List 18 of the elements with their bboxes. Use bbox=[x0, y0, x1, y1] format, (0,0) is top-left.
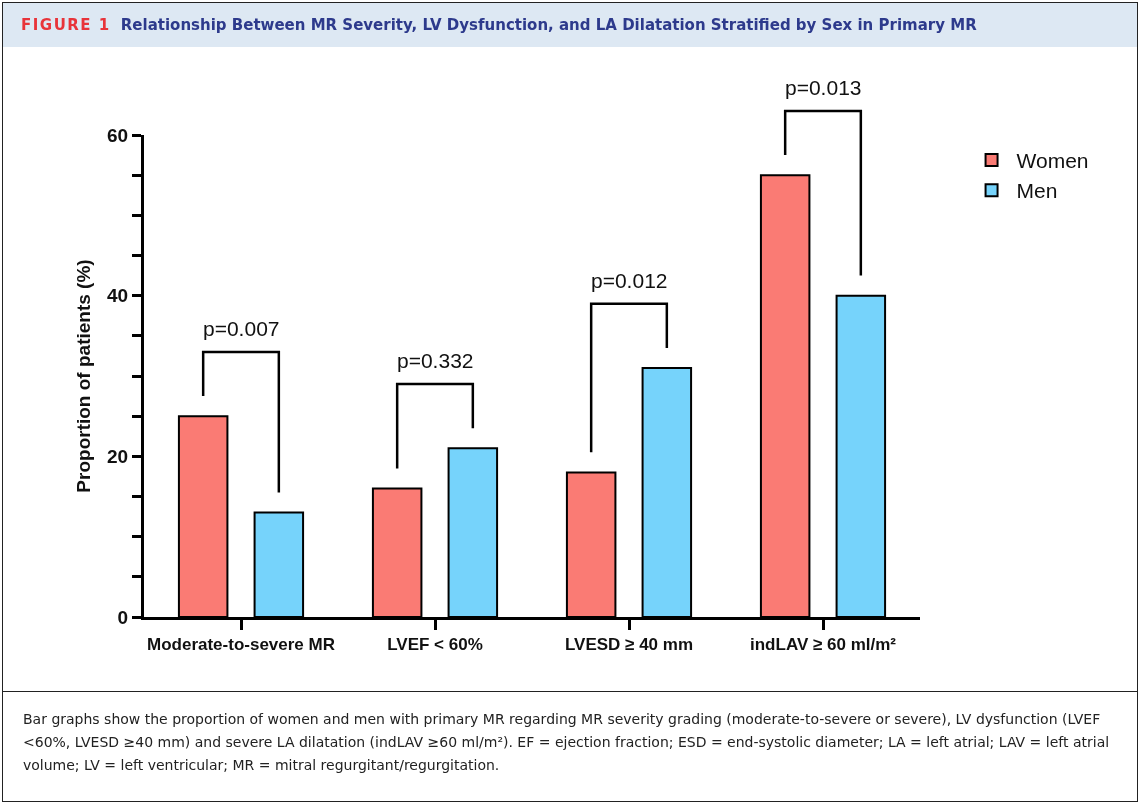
y-tick-label: 40 bbox=[107, 285, 129, 307]
y-axis-title: Proportion of patients (%) bbox=[72, 259, 94, 493]
annotation: p=0.012 bbox=[591, 269, 668, 292]
legend-label: Men bbox=[1016, 179, 1058, 203]
y-tick-label: 20 bbox=[107, 445, 129, 467]
x-tick-label: LVESD ≥ 40 mm bbox=[564, 635, 694, 655]
legend-label: Women bbox=[1016, 149, 1089, 173]
chart-title: FIGURE 1 bbox=[21, 16, 111, 34]
text: Bar graphs show the proportion of women and men with primary MR regarding MR severity grading (moderate-to-severe or severe), LV dysfunction (LVEF <60%, LVESD ≥40 mm) and severe LA dilatation (indLAV ≥60 ml/m²). EF = ejection fraction; ESD = end-systolic diameter; LA = left atrial; LAV = left atrial volume; LV = left ventricular; MR = mitral regurgitant/regurgitation. bbox=[3, 691, 1137, 777]
annotation: p=0.007 bbox=[203, 317, 280, 340]
text: p=0.013 bbox=[785, 76, 862, 99]
x-tick-label: Moderate-to-severe MR bbox=[147, 635, 335, 655]
y-tick-label: 60 bbox=[107, 124, 129, 146]
y-tick-label: 0 bbox=[117, 606, 129, 628]
annotation: p=0.332 bbox=[397, 349, 474, 372]
chart-subtitle: Relationship Between MR Severity, LV Dysfunction, and LA Dilatation Stratified by Sex in Primary MR bbox=[120, 16, 977, 34]
x-tick-label: indLAV ≥ 60 ml/m² bbox=[750, 635, 897, 655]
x-tick-label: LVEF < 60% bbox=[387, 635, 483, 655]
